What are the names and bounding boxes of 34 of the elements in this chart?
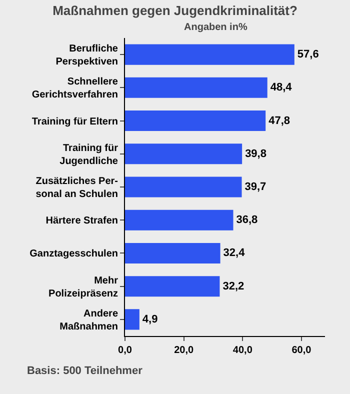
x-tick-label: 40,0 bbox=[232, 345, 253, 356]
data-label: 32,4 bbox=[223, 247, 246, 260]
bar bbox=[125, 144, 242, 164]
text: Basis: 500 Teilnehmer bbox=[27, 365, 144, 377]
x-tick-label: 20,0 bbox=[174, 345, 194, 356]
x-tick-label: 60,0 bbox=[292, 345, 312, 356]
chart-title: Maßnahmen gegen Jugendkriminalität? bbox=[52, 3, 298, 18]
data-label: 48,4 bbox=[270, 82, 293, 94]
y-tick-label: Andere Maßnahmen bbox=[60, 308, 118, 332]
y-tick-label: Ganztagesschulen bbox=[30, 248, 118, 260]
y-tick-label: Training für Jugendliche bbox=[60, 142, 118, 167]
bar bbox=[125, 309, 140, 330]
bar bbox=[125, 176, 242, 198]
bar bbox=[125, 77, 268, 98]
y-tick-label: Zusätzliches Per- sonal an Schulen bbox=[36, 176, 118, 200]
bar bbox=[125, 44, 294, 65]
bar bbox=[125, 276, 220, 297]
x-tick-label: 0,0 bbox=[118, 345, 132, 356]
y-tick-label: Training für Eltern bbox=[32, 116, 118, 128]
chart-subtitle: Angaben in% bbox=[184, 22, 248, 33]
y-tick-label: Mehr Polizeipräsenz bbox=[48, 275, 118, 300]
data-label: 39,8 bbox=[245, 148, 266, 160]
data-label: 39,7 bbox=[244, 181, 266, 193]
y-tick-label: Schnellere Gerichtsverfahren bbox=[32, 76, 118, 101]
y-tick-label: Berufliche Perspektiven bbox=[56, 44, 118, 68]
data-label: 4,9 bbox=[142, 313, 158, 326]
data-label: 32,2 bbox=[222, 280, 244, 292]
bar bbox=[125, 242, 220, 264]
bar bbox=[125, 110, 266, 132]
data-label: 57,6 bbox=[297, 48, 319, 61]
data-label: 36,8 bbox=[236, 214, 258, 226]
data-label: 47,8 bbox=[268, 114, 290, 127]
bar bbox=[125, 210, 234, 230]
y-tick-label: Härtere Strafen bbox=[46, 216, 118, 227]
